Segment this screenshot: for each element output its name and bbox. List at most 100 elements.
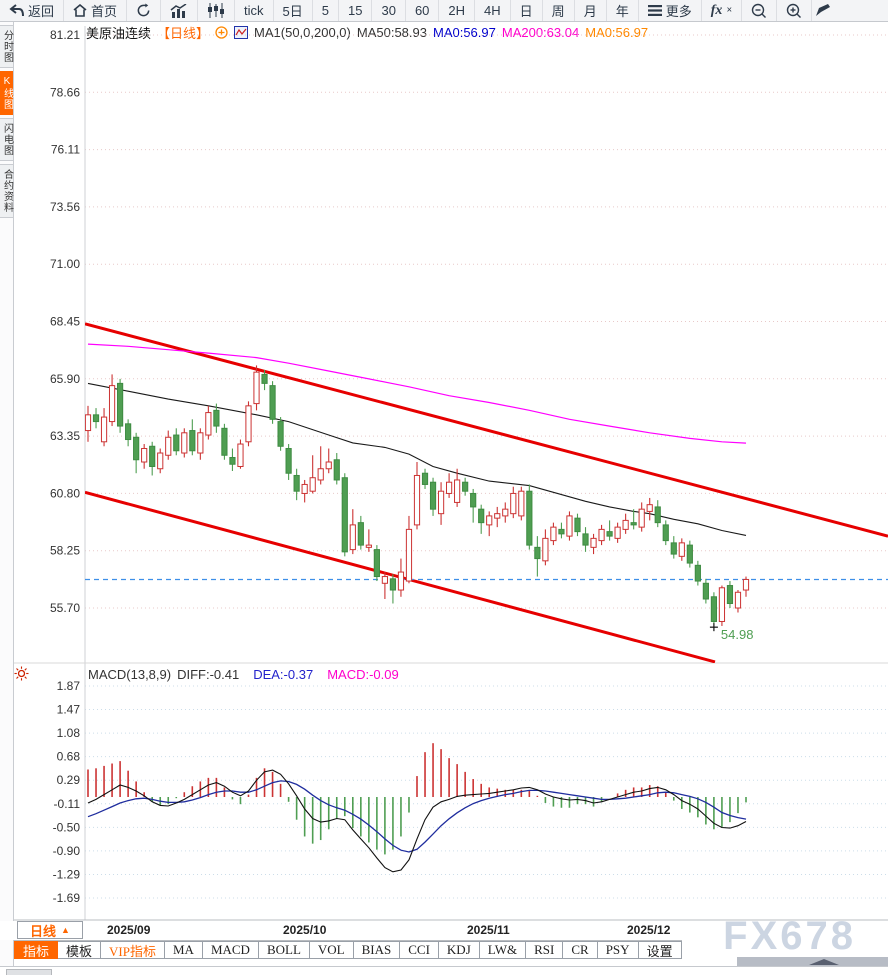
candle-body-down [389,578,397,591]
candle-body-up [205,412,212,436]
indicator-tab[interactable]: CCI [400,941,439,959]
week-label: 周 [551,4,565,19]
timeframe-15m-button[interactable]: 15 [339,0,373,21]
indicator-tab[interactable]: BIAS [353,941,401,959]
macd-dea-value: DEA:-0.37 [253,667,314,682]
diff-line [87,769,747,873]
period-selector-dropdown[interactable]: 日线 ▲ [17,921,83,939]
candle-body-up [325,461,332,470]
5m-label: 5 [321,3,329,18]
4h-label: 4H [484,3,501,18]
indicator-tab[interactable]: LW& [479,941,527,959]
5d-label: 5日 [282,4,303,19]
chevron-up-icon: ▲ [61,925,70,935]
sidebar-tab-0[interactable]: 分时图 [0,25,13,68]
macd-params-label: MACD(13,8,9) [88,667,172,682]
timeframe-week-button[interactable]: 周 [543,0,575,21]
candle-body-down [429,481,437,510]
refresh-button[interactable] [127,0,162,21]
indicator-tab[interactable]: RSI [526,941,564,959]
indicator-tab[interactable]: VIP指标 [101,941,165,959]
fx-x-mark: × [726,5,733,16]
collapse-panel-handle[interactable] [737,957,888,967]
ma50-value: MA50:58.93 [356,24,427,40]
sidebar-tab-2[interactable]: 闪电图 [0,118,13,161]
indicator-tab[interactable]: CR [563,941,598,959]
indicator-tab[interactable]: 设置 [638,941,682,959]
sidebar-tab-3[interactable]: 合约资料 [0,164,13,218]
candle-body-up [405,528,413,582]
candle-body-up [454,479,461,503]
30m-label: 30 [381,3,396,18]
timeframe-60m-button[interactable]: 60 [406,0,440,21]
15m-label: 15 [348,3,363,18]
candle-body-up [165,436,172,456]
candle-body-down [285,448,292,474]
indicator-tab[interactable]: BOLL [258,941,310,959]
back-button[interactable]: 返回 [0,0,65,21]
draw-tool-button[interactable] [812,0,832,21]
zoom-out-button[interactable] [742,0,778,21]
candle-body-down [662,524,669,542]
candle-body-down [574,517,581,533]
price-axis-label: 68.45 [50,315,80,329]
indicator-tab[interactable]: 模板 [58,941,102,959]
candlestick-view-button[interactable] [198,0,236,21]
more-menu-button[interactable]: 更多 [639,0,702,21]
candle-body-down [470,492,477,508]
indicator-tab[interactable]: MACD [202,941,259,959]
sidebar-tab-1[interactable]: K线图 [0,71,13,115]
candle-body-up [638,508,645,528]
candle-body-up [734,591,742,609]
candle-body-up [510,492,517,515]
candle-body-up [108,385,116,423]
clipped-bottom-tab[interactable] [6,969,52,975]
candle-body-down [189,430,196,452]
indicator-tab[interactable]: MA [164,941,203,959]
candle-body-up [413,474,421,526]
add-indicator-icon[interactable] [215,25,228,39]
timeframe-year-button[interactable]: 年 [607,0,639,21]
chart-type-sidebar: 分时图 K线图闪电图合约资料 [0,22,14,974]
candle-body-up [253,371,260,405]
year-label: 年 [615,4,629,19]
month-label: 月 [583,4,597,19]
macd-axis-label: -1.29 [53,867,81,881]
home-icon [73,4,87,17]
timeframe-5d-button[interactable]: 5日 [274,0,313,21]
candle-body-down [293,474,300,492]
indicator-tab[interactable]: 指标 [14,941,59,959]
macd-axis-label: -0.50 [53,820,81,834]
candle-body-up [365,544,372,548]
candle-body-down [357,522,364,546]
zoom-in-button[interactable] [777,0,813,21]
candle-body-up [197,432,204,454]
ma200-line [87,343,747,444]
ma0-orange-value: MA0:56.97 [585,24,649,40]
indicator-fx-button[interactable]: fx × [702,0,743,21]
indicator-tab[interactable]: KDJ [438,941,480,959]
timeframe-tick-button[interactable]: tick [235,0,274,21]
timeframe-2h-button[interactable]: 2H [439,0,476,21]
top-toolbar: 返回 首页 tick 5日 5 15 30 60 2H 4H 日 周 月 年 更… [0,0,888,22]
candle-body-down [333,459,340,481]
timeframe-30m-button[interactable]: 30 [372,0,406,21]
candle-body-up [349,524,356,551]
candle-body-down [149,445,156,467]
timeframe-month-button[interactable]: 月 [575,0,607,21]
bar-chart-view-button[interactable] [161,0,199,21]
xaxis-month-label: 2025/11 [467,923,510,937]
macd-macd-value: MACD:-0.09 [327,667,399,682]
candle-body-down [606,531,613,537]
indicator-tab[interactable]: PSY [597,941,639,959]
xaxis-row: 日线 ▲ 2025/09 2025/10 2025/11 2025/12 [0,921,888,940]
timeframe-day-button[interactable]: 日 [511,0,543,21]
home-button[interactable]: 首页 [64,0,128,21]
indicator-tab[interactable]: VOL [309,941,354,959]
timeframe-5m-button[interactable]: 5 [313,0,339,21]
timeframe-4h-button[interactable]: 4H [475,0,511,21]
price-axis-label: 63.35 [50,429,80,443]
macd-settings-button[interactable] [14,666,29,686]
price-macd-chart[interactable]: 81.21 78.66 76.11 73.56 71.00 68.45 65.90 63.35… [0,22,888,922]
fx678-watermark: FX678 [723,914,856,958]
